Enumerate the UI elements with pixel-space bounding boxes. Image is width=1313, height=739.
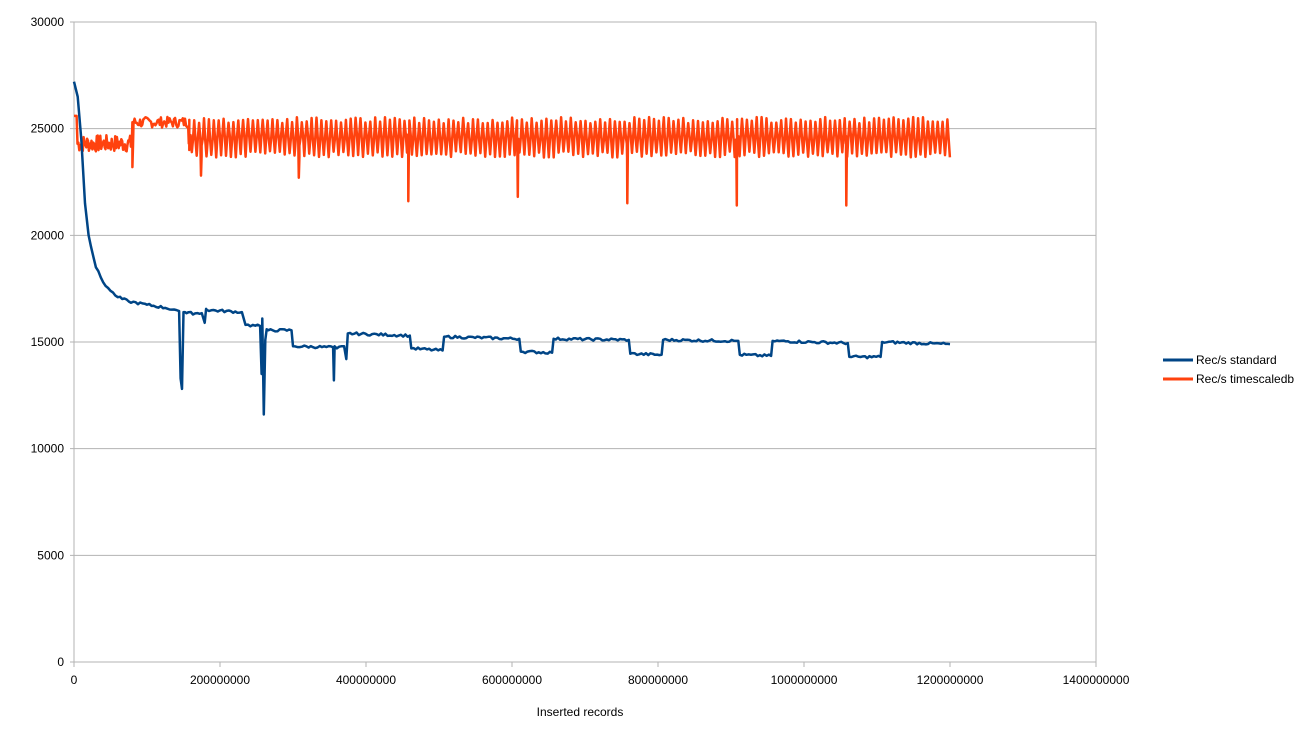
series-line-timescaledb xyxy=(73,114,952,207)
y-tick-label: 20000 xyxy=(31,228,65,242)
axes xyxy=(73,22,1097,667)
x-tick-label: 600000000 xyxy=(482,673,542,687)
x-tick-label: 400000000 xyxy=(336,673,396,687)
x-tick-labels: 0 200000000 400000000 600000000 800000000 100… xyxy=(71,673,1130,687)
y-tick-label: 5000 xyxy=(37,548,64,562)
legend: Rec/s standard Rec/s timescaledb xyxy=(1163,353,1294,386)
y-tick-label: 0 xyxy=(57,655,64,669)
x-tick-label: 1000000000 xyxy=(771,673,838,687)
y-tick-label: 10000 xyxy=(31,442,65,456)
y-tick-label: 15000 xyxy=(31,335,65,349)
x-tick-label: 1200000000 xyxy=(917,673,984,687)
y-tick-label: 25000 xyxy=(31,122,65,136)
x-axis-title: Inserted records xyxy=(537,705,624,719)
x-tick-label: 800000000 xyxy=(628,673,688,687)
grid-lines xyxy=(70,21,1096,663)
series-line-standard xyxy=(72,81,951,416)
y-tick-labels: 0 5000 10000 15000 20000 25000 30000 xyxy=(31,15,65,669)
series-layer xyxy=(72,81,952,416)
legend-label: Rec/s timescaledb xyxy=(1196,372,1294,386)
legend-label: Rec/s standard xyxy=(1196,353,1277,367)
x-tick-label: 0 xyxy=(71,673,78,687)
y-tick-label: 30000 xyxy=(31,15,65,29)
x-tick-label: 200000000 xyxy=(190,673,250,687)
x-tick-label: 1400000000 xyxy=(1063,673,1130,687)
